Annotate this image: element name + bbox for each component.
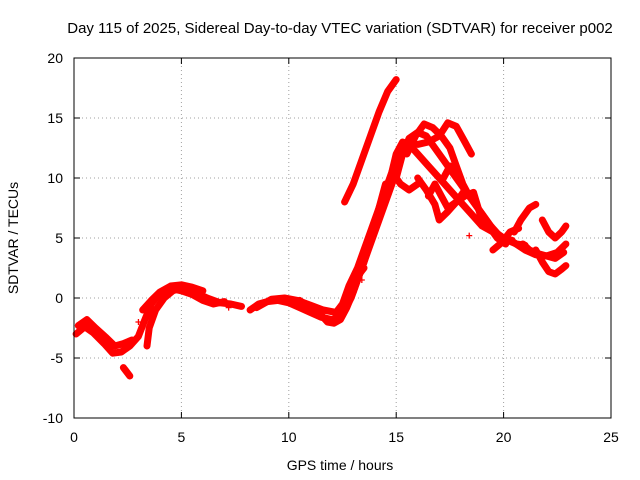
- sdtvar-point: [225, 304, 232, 311]
- sdtvar-point: [277, 297, 284, 304]
- x-axis-title: GPS time / hours: [287, 457, 394, 473]
- sdtvar-track: [341, 264, 368, 306]
- sdtvar-track: [74, 316, 136, 350]
- axis-ticks: [73, 57, 612, 419]
- y-tick-label: 0: [55, 290, 63, 306]
- y-tick-label: 15: [47, 110, 63, 126]
- y-tick-label: -5: [51, 350, 64, 366]
- x-tick-label: 10: [281, 429, 297, 445]
- x-tick-labels: 0 5 10 15 20 25: [70, 429, 619, 445]
- sdtvar-track: [414, 174, 469, 224]
- chart-title: Day 115 of 2025, Sidereal Day-to-day VTE…: [67, 20, 613, 37]
- y-tick-label: 10: [47, 170, 63, 186]
- sdtvar-track: [296, 174, 398, 327]
- x-tick-label: 25: [603, 429, 619, 445]
- sdtvar-point: [135, 319, 142, 325]
- x-tick-label: 0: [70, 429, 78, 445]
- y-tick-label: -10: [43, 410, 63, 426]
- sdtvar-track: [489, 224, 523, 254]
- x-tick-label: 5: [178, 429, 186, 445]
- sdtvar-track: [341, 76, 400, 206]
- sdtvar-track: [388, 168, 422, 194]
- y-tick-label: 5: [55, 230, 63, 246]
- y-tick-labels: -10 -5 0 5 10 15 20: [43, 50, 63, 426]
- y-tick-label: 20: [47, 50, 63, 66]
- x-tick-label: 20: [496, 429, 512, 445]
- sdtvar-point: [466, 232, 473, 239]
- y-axis-title: SDTVAR / TECUs: [5, 182, 21, 294]
- sdtvar-point: [358, 277, 365, 283]
- sdtvar-track: [414, 119, 475, 158]
- sdtvar-track: [139, 281, 207, 314]
- data-points: [72, 76, 570, 380]
- sdtvar-track: [538, 216, 570, 242]
- sdtvar-track: [119, 364, 134, 380]
- sdtvar-track: [532, 246, 570, 278]
- x-tick-label: 15: [388, 429, 404, 445]
